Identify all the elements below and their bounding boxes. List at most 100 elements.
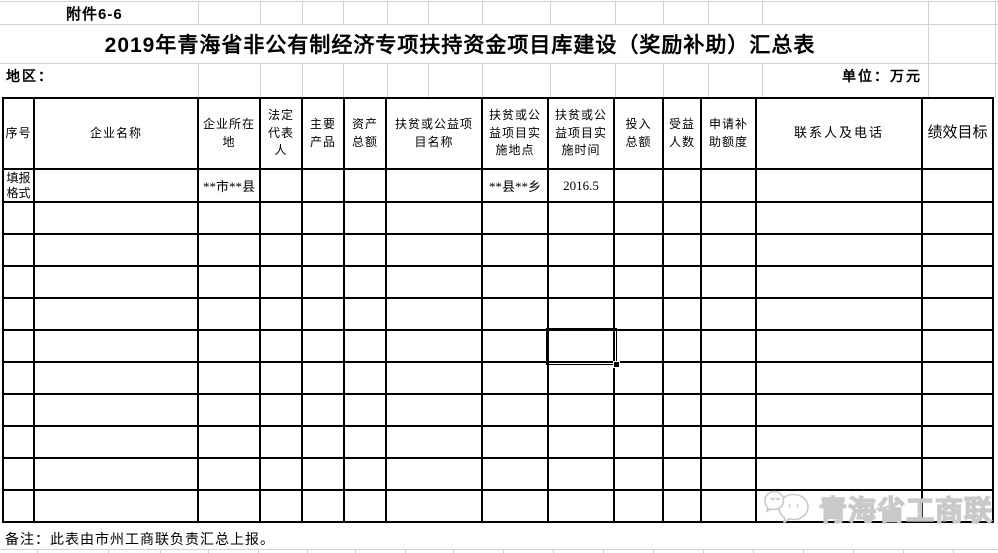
table-cell[interactable]: [343, 201, 387, 235]
table-cell[interactable]: [481, 361, 549, 395]
table-cell[interactable]: [301, 329, 345, 363]
table-cell[interactable]: [547, 297, 615, 331]
column-header-6[interactable]: 扶贫或公益项目名称: [385, 97, 483, 170]
table-cell[interactable]: [259, 489, 303, 523]
table-cell[interactable]: [385, 425, 483, 459]
table-cell[interactable]: [33, 201, 199, 235]
table-cell[interactable]: [259, 201, 303, 235]
table-cell[interactable]: [2, 265, 35, 299]
table-cell[interactable]: [259, 233, 303, 267]
table-cell[interactable]: [197, 393, 261, 427]
table-cell[interactable]: [613, 361, 664, 395]
table-cell[interactable]: **市**县: [197, 168, 261, 203]
table-cell[interactable]: [700, 489, 757, 523]
table-cell[interactable]: [921, 393, 994, 427]
table-cell[interactable]: [33, 233, 199, 267]
column-header-11[interactable]: 申请补助额度: [700, 97, 757, 170]
table-cell[interactable]: [547, 393, 615, 427]
table-cell[interactable]: [700, 265, 757, 299]
table-cell[interactable]: [259, 393, 303, 427]
table-cell[interactable]: [301, 265, 345, 299]
table-cell[interactable]: [301, 393, 345, 427]
table-cell[interactable]: [662, 329, 702, 363]
table-cell[interactable]: [921, 361, 994, 395]
table-cell[interactable]: [755, 329, 923, 363]
table-cell[interactable]: [33, 393, 199, 427]
table-cell[interactable]: [197, 457, 261, 491]
column-header-3[interactable]: 法定代表人: [259, 97, 303, 170]
table-cell[interactable]: [2, 233, 35, 267]
table-cell[interactable]: [301, 489, 345, 523]
table-cell[interactable]: [2, 425, 35, 459]
table-cell[interactable]: [2, 457, 35, 491]
table-cell[interactable]: **县**乡: [481, 168, 549, 203]
table-cell[interactable]: [547, 425, 615, 459]
table-cell[interactable]: [547, 233, 615, 267]
column-header-5[interactable]: 资产总额: [343, 97, 387, 170]
table-cell[interactable]: [2, 297, 35, 331]
table-cell[interactable]: [197, 297, 261, 331]
table-cell[interactable]: [921, 265, 994, 299]
selected-cell[interactable]: [546, 328, 620, 368]
table-cell[interactable]: [301, 233, 345, 267]
table-cell[interactable]: [2, 329, 35, 363]
table-cell[interactable]: [700, 201, 757, 235]
table-cell[interactable]: [921, 489, 994, 523]
table-cell[interactable]: [33, 329, 199, 363]
table-cell[interactable]: [259, 265, 303, 299]
table-cell[interactable]: [921, 168, 994, 203]
table-cell[interactable]: [662, 361, 702, 395]
table-cell[interactable]: [343, 457, 387, 491]
table-cell[interactable]: 2016.5: [547, 168, 615, 203]
table-cell[interactable]: [301, 425, 345, 459]
table-cell[interactable]: [343, 425, 387, 459]
table-cell[interactable]: [921, 425, 994, 459]
table-cell[interactable]: [2, 489, 35, 523]
table-cell[interactable]: [343, 393, 387, 427]
table-cell[interactable]: [547, 457, 615, 491]
table-cell[interactable]: [481, 425, 549, 459]
table-cell[interactable]: [613, 329, 664, 363]
table-cell[interactable]: [700, 297, 757, 331]
table-cell[interactable]: [755, 361, 923, 395]
table-cell[interactable]: [547, 361, 615, 395]
table-cell[interactable]: [481, 265, 549, 299]
column-header-1[interactable]: 企业名称: [33, 97, 199, 170]
table-cell[interactable]: [259, 425, 303, 459]
table-cell[interactable]: [259, 329, 303, 363]
table-cell[interactable]: [197, 265, 261, 299]
column-header-0[interactable]: 序号: [2, 97, 35, 170]
table-cell[interactable]: [921, 233, 994, 267]
table-cell[interactable]: [547, 489, 615, 523]
table-cell[interactable]: [921, 457, 994, 491]
table-cell[interactable]: [662, 393, 702, 427]
table-cell[interactable]: [343, 168, 387, 203]
table-cell[interactable]: [259, 361, 303, 395]
table-cell[interactable]: [33, 361, 199, 395]
table-cell[interactable]: [481, 393, 549, 427]
table-cell[interactable]: [259, 297, 303, 331]
column-header-13[interactable]: 绩效目标: [921, 97, 994, 170]
table-cell[interactable]: [700, 361, 757, 395]
table-cell[interactable]: [481, 457, 549, 491]
table-cell[interactable]: [755, 168, 923, 203]
table-cell[interactable]: [2, 361, 35, 395]
table-cell[interactable]: [921, 329, 994, 363]
column-header-2[interactable]: 企业所在地: [197, 97, 261, 170]
table-cell[interactable]: [755, 457, 923, 491]
table-cell[interactable]: [385, 297, 483, 331]
table-cell[interactable]: [385, 489, 483, 523]
table-cell[interactable]: [662, 297, 702, 331]
table-cell[interactable]: [481, 233, 549, 267]
table-cell[interactable]: [301, 168, 345, 203]
column-header-12[interactable]: 联系人及电话: [755, 97, 923, 170]
table-cell[interactable]: [385, 361, 483, 395]
table-cell[interactable]: [613, 265, 664, 299]
table-cell[interactable]: [613, 393, 664, 427]
table-cell[interactable]: [613, 297, 664, 331]
table-cell[interactable]: [755, 297, 923, 331]
table-cell[interactable]: [343, 297, 387, 331]
table-cell[interactable]: [33, 489, 199, 523]
table-cell[interactable]: [481, 329, 549, 363]
table-cell[interactable]: [301, 201, 345, 235]
